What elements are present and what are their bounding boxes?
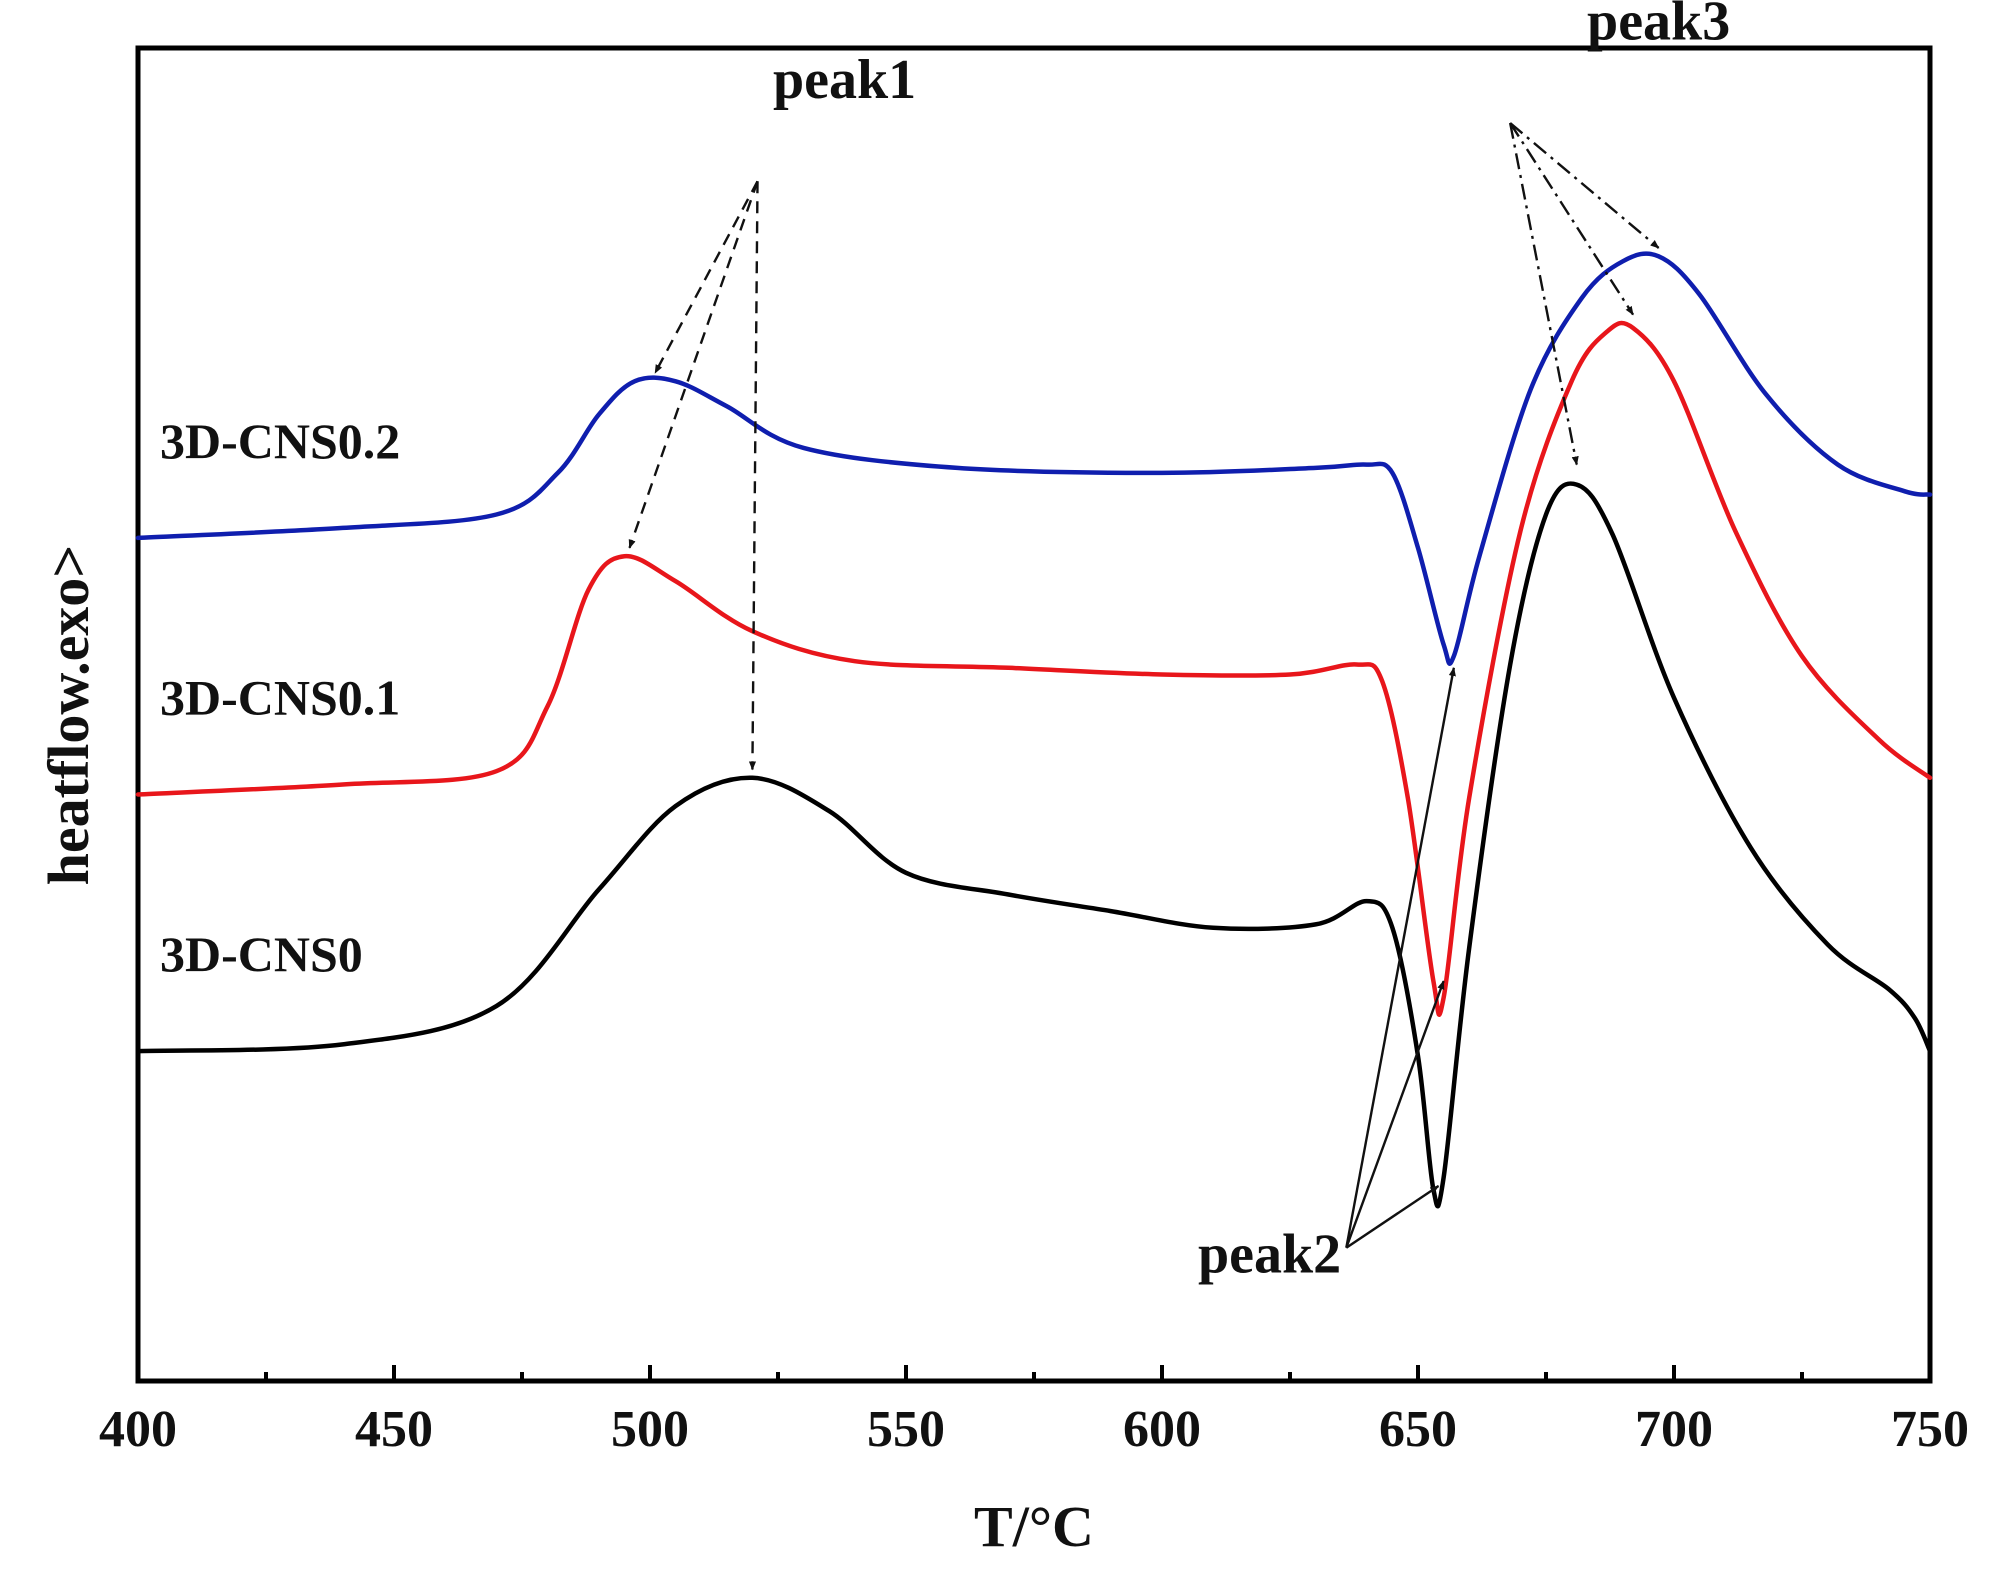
- x-tick-label-600: 600: [1123, 1401, 1201, 1458]
- annotation-peak3-arrow-2: [1509, 122, 1635, 316]
- series-lines: [135, 251, 1933, 1209]
- series-label-3d-cns0-2: 3D-CNS0.2: [160, 413, 400, 469]
- annotation-peak1-arrow-2: [628, 180, 759, 549]
- annotation-peak3: peak3: [1587, 0, 1730, 53]
- series-label-3d-cns0-1: 3D-CNS0.1: [160, 670, 400, 726]
- annotation-peak1-arrow-1: [654, 180, 759, 374]
- x-tick-label-750: 750: [1891, 1401, 1969, 1458]
- x-tick-label-400: 400: [99, 1401, 177, 1458]
- series-line-3d-cns0-1: [135, 320, 1933, 1017]
- annotation-peak2-arrow-3: [1345, 1185, 1440, 1249]
- x-tick-label-700: 700: [1635, 1401, 1713, 1458]
- annotation-peak1-arrow-3: [748, 181, 759, 771]
- annotation-peak2-arrow-1: [1345, 666, 1456, 1248]
- series-line-3d-cns0: [135, 481, 1933, 1209]
- x-tick-label-550: 550: [867, 1401, 945, 1458]
- x-tick-label-650: 650: [1379, 1401, 1457, 1458]
- series-line-3d-cns0-2: [135, 251, 1933, 666]
- x-axis-tick-labels: 400 450 500 550 600 650 700 750: [99, 1401, 1969, 1458]
- annotation-peak1: peak1: [773, 49, 916, 111]
- series-label-3d-cns0: 3D-CNS0: [160, 926, 363, 982]
- annotation-peak3-arrow-1: [1509, 122, 1660, 249]
- annotation-peak2-arrow-2: [1345, 980, 1445, 1249]
- x-axis-ticks: [136, 1365, 1932, 1381]
- x-tick-label-500: 500: [611, 1401, 689, 1458]
- annotation-peak2: peak2: [1198, 1224, 1341, 1286]
- annotation-peak3-arrow-3: [1508, 122, 1579, 466]
- plot-frame: [135, 45, 1933, 1384]
- series-labels: 3D-CNS0 3D-CNS0.1 3D-CNS0.2: [160, 413, 400, 982]
- x-tick-label-450: 450: [355, 1401, 433, 1458]
- x-axis-title: T/°C: [974, 1494, 1094, 1559]
- peak-annotations: peak1 peak2 peak3: [628, 0, 1730, 1286]
- y-axis-title: heatflow.exo>: [36, 545, 101, 886]
